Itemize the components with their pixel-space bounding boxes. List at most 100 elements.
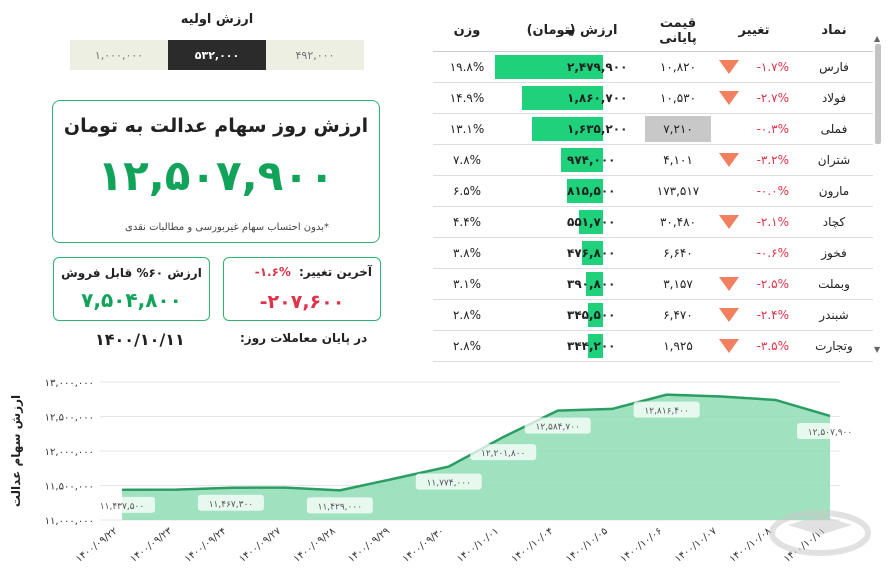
row-change-text: -۱.۷% — [756, 60, 789, 74]
table-row[interactable]: وتجارت -۳.۵% ۱,۹۲۵ ۳۴۴,۲۰۰ ۲.۸% — [433, 331, 873, 362]
sellable-60-value: ۷,۵۰۴,۸۰۰ — [81, 288, 182, 312]
initial-segment-3: ۴۹۲,۰۰۰ — [266, 40, 364, 70]
data-label-text: ۱۱,۴۲۹,۰۰۰ — [318, 502, 362, 512]
row-value: ۵۵۱,۷۰۰ — [501, 207, 643, 237]
data-label: ۱۲,۸۱۶,۴۰۰ — [633, 401, 700, 418]
header-change[interactable]: تغییر — [738, 23, 770, 38]
data-label-text: ۱۲,۸۱۶,۴۰۰ — [644, 407, 688, 417]
data-label: ۱۱,۴۲۹,۰۰۰ — [306, 497, 373, 514]
table-row[interactable]: شبندر -۲.۴% ۶,۴۷۰ ۳۴۵,۵۰۰ ۲.۸% — [433, 300, 873, 331]
row-weight: ۷.۸% — [452, 153, 482, 167]
data-label: ۱۲,۵۰۷,۹۰۰ — [797, 422, 863, 439]
row-symbol[interactable]: وتجارت — [815, 339, 853, 353]
row-symbol[interactable]: فخوز — [821, 246, 847, 260]
x-tick-label: ۱۴۰۰/۱۰/۰۱ — [455, 526, 501, 565]
row-value-text: ۱,۸۶۰,۷۰۰ — [567, 91, 628, 105]
header-symbol[interactable]: نماد — [821, 23, 847, 38]
row-value-text: ۱,۶۳۵,۲۰۰ — [567, 122, 628, 136]
row-final-price-text: ۳۰,۴۸۰ — [659, 215, 697, 229]
row-symbol[interactable]: وبملت — [818, 277, 850, 291]
data-label: ۱۱,۴۳۷,۵۰۰ — [89, 496, 155, 513]
last-change-percent: -۱.۶% — [254, 265, 291, 279]
initial-value-bar: ۱,۰۰۰,۰۰۰ ۵۳۲,۰۰۰ ۴۹۲,۰۰۰ — [70, 40, 364, 70]
row-final-price-text: ۱,۹۲۵ — [663, 339, 693, 353]
row-final-price-text: ۶,۶۴۰ — [663, 246, 693, 260]
row-change-text: -۰.۶% — [756, 246, 789, 260]
daily-value-card: ارزش روز سهام عدالت به تومان ۱۲,۵۰۷,۹۰۰ … — [52, 100, 380, 243]
end-of-day-label: در پایان معاملات روز: — [240, 331, 368, 345]
scroll-up-icon[interactable]: ▲ — [874, 34, 881, 43]
row-value-text: ۸۱۵,۵۰۰ — [567, 184, 616, 198]
table-scrollbar[interactable]: ▲ ▼ — [873, 34, 883, 354]
value-bar — [531, 117, 603, 141]
table-row[interactable]: مارون -۰.۰% ۱۷۳,۵۱۷ ۸۱۵,۵۰۰ ۶.۵% — [433, 176, 873, 207]
sort-desc-icon[interactable] — [565, 30, 575, 36]
row-final-price: ۱۰,۸۲۰ — [643, 52, 713, 82]
row-final-price: ۶,۶۴۰ — [643, 238, 713, 268]
daily-value-amount: ۱۲,۵۰۷,۹۰۰ — [97, 151, 335, 200]
row-change-text: -۰.۰% — [756, 184, 789, 198]
row-symbol[interactable]: شتران — [817, 153, 851, 167]
row-symbol[interactable]: شبندر — [819, 308, 849, 322]
data-label-box — [524, 417, 591, 434]
row-weight: ۲.۸% — [452, 339, 482, 353]
header-final-price[interactable]: قیمت پایانی — [659, 15, 697, 46]
x-tick-label: ۱۴۰۰/۰۹/۲۹ — [346, 526, 392, 565]
row-final-price: ۱۷۳,۵۱۷ — [643, 176, 713, 206]
data-label-box — [89, 496, 155, 513]
table-row[interactable]: وبملت -۲.۵% ۳,۱۵۷ ۳۹۰,۸۰۰ ۳.۱% — [433, 269, 873, 300]
header-value[interactable]: ارزش (تومان) — [501, 10, 643, 51]
row-value-text: ۵۵۱,۷۰۰ — [567, 215, 616, 229]
row-change: -۰.۰% — [713, 184, 795, 198]
table-row[interactable]: فارس -۱.۷% ۱۰,۸۲۰ ۲,۴۷۹,۹۰۰ ۱۹.۸% — [433, 52, 873, 83]
x-tick-label: ۱۴۰۰/۱۰/۰۷ — [673, 525, 719, 565]
y-axis-label: ارزش سهام عدالت — [9, 395, 24, 507]
row-change-text: -۲.۱% — [756, 215, 789, 229]
down-triangle-icon — [719, 215, 739, 229]
x-tick-label: ۱۴۰۰/۱۰/۰۶ — [619, 526, 665, 565]
row-symbol[interactable]: فملی — [820, 122, 848, 136]
row-symbol[interactable]: مارون — [818, 184, 850, 198]
price-highlight — [645, 116, 711, 142]
table-row[interactable]: فملی -۰.۳% ۷,۲۱۰ ۱,۶۳۵,۲۰۰ ۱۳.۱% — [433, 114, 873, 145]
row-value: ۸۱۵,۵۰۰ — [501, 176, 643, 206]
row-value: ۱,۶۳۵,۲۰۰ — [501, 114, 643, 144]
value-bar — [582, 241, 603, 265]
row-final-price-text: ۱۷۳,۵۱۷ — [656, 184, 700, 198]
table-row[interactable]: فولاد -۲.۷% ۱۰,۵۳۰ ۱,۸۶۰,۷۰۰ ۱۴.۹% — [433, 83, 873, 114]
row-weight: ۱۳.۱% — [449, 122, 485, 136]
table-body: فارس -۱.۷% ۱۰,۸۲۰ ۲,۴۷۹,۹۰۰ ۱۹.۸% فولاد -۲.۷% ۱… — [433, 52, 873, 362]
data-label-text: ۱۱,۷۷۴,۰۰۰ — [427, 479, 471, 489]
row-value: ۳۹۰,۸۰۰ — [501, 269, 643, 299]
header-weight[interactable]: وزن — [453, 23, 481, 38]
data-label: ۱۲,۲۰۱,۸۰۰ — [470, 444, 537, 461]
row-final-price-text: ۱۰,۵۳۰ — [659, 91, 697, 105]
table-row[interactable]: فخوز -۰.۶% ۶,۶۴۰ ۴۷۶,۸۰۰ ۳.۸% — [433, 238, 873, 269]
table-row[interactable]: شتران -۳.۲% ۴,۱۰۱ ۹۷۴,۰۰۰ ۷.۸% — [433, 145, 873, 176]
row-weight: ۱۴.۹% — [449, 91, 485, 105]
row-value: ۴۷۶,۸۰۰ — [501, 238, 643, 268]
row-symbol[interactable]: فارس — [819, 60, 849, 74]
row-change: -۳.۲% — [713, 153, 795, 167]
row-symbol[interactable]: کچاد — [822, 215, 846, 229]
row-weight: ۴.۴% — [452, 215, 482, 229]
value-bar — [522, 86, 603, 110]
row-symbol[interactable]: فولاد — [821, 91, 847, 105]
scroll-down-icon[interactable]: ▼ — [874, 345, 881, 354]
row-change: -۰.۶% — [713, 246, 795, 260]
row-final-price: ۱۰,۵۳۰ — [643, 83, 713, 113]
table-row[interactable]: کچاد -۲.۱% ۳۰,۴۸۰ ۵۵۱,۷۰۰ ۴.۴% — [433, 207, 873, 238]
sellable-60-card: ارزش ۶۰% قابل فروش ۷,۵۰۴,۸۰۰ — [53, 257, 210, 321]
data-label-text: ۱۲,۵۸۴,۷۰۰ — [535, 423, 579, 433]
down-triangle-icon — [719, 308, 739, 322]
down-triangle-icon — [719, 91, 739, 105]
row-change-text: -۰.۳% — [756, 122, 789, 136]
row-change-text: -۲.۴% — [756, 308, 789, 322]
row-weight: ۲.۸% — [452, 308, 482, 322]
y-tick-label: ۱۱,۵۰۰,۰۰۰ — [45, 482, 94, 493]
end-of-day-date: ۱۴۰۰/۱۰/۱۱ — [95, 330, 185, 349]
scroll-thumb[interactable] — [875, 44, 881, 144]
row-change: -۰.۳% — [713, 122, 795, 136]
row-value-text: ۲,۴۷۹,۹۰۰ — [567, 60, 628, 74]
row-change: -۲.۱% — [713, 215, 795, 229]
